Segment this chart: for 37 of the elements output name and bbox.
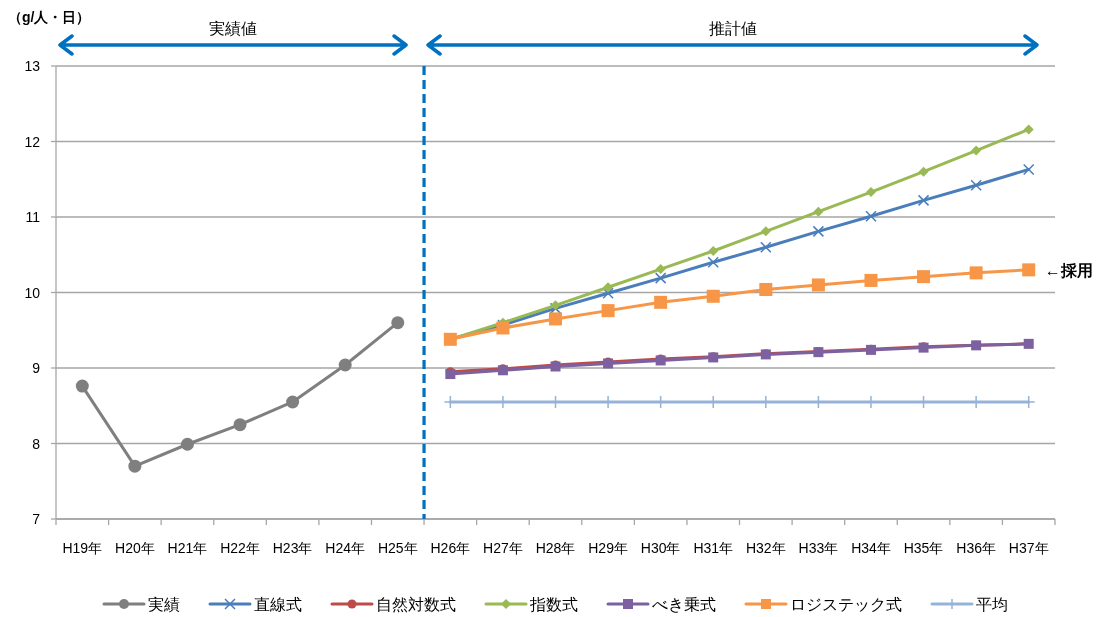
x-tick-label: H25年 xyxy=(377,540,418,556)
x-tick-label: H23年 xyxy=(272,540,313,556)
legend-label: 平均 xyxy=(976,596,1008,613)
y-tick-label: 10 xyxy=(24,284,41,301)
x-tick-label: H37年 xyxy=(1008,540,1049,556)
x-tick-label: H32年 xyxy=(745,540,786,556)
y-tick-label: 12 xyxy=(24,133,41,150)
x-tick-label: H27年 xyxy=(483,540,523,556)
x-tick-label: H20年 xyxy=(115,540,155,556)
legend-label: 実績 xyxy=(148,596,180,613)
x-tick-label: H26年 xyxy=(430,540,471,556)
legend-label: 直線式 xyxy=(254,596,302,613)
x-tick-label: H29年 xyxy=(588,540,628,556)
y-tick-label: 7 xyxy=(32,511,41,527)
legend-label: 指数式 xyxy=(529,596,578,613)
annotation: ←採用 xyxy=(1044,261,1093,279)
x-tick-label: H34年 xyxy=(851,540,891,556)
legend-label: 自然対数式 xyxy=(376,596,456,613)
x-tick-label: H33年 xyxy=(798,540,839,556)
x-tick-label: H19年 xyxy=(62,540,103,556)
y-tick-label: 13 xyxy=(24,58,41,74)
legend-label: ロジステック式 xyxy=(790,596,902,613)
x-tick-label: H30年 xyxy=(640,540,681,556)
x-tick-label: H24年 xyxy=(325,540,366,556)
x-tick-label: H28年 xyxy=(535,540,576,556)
y-axis-title: （g/人・日） xyxy=(8,9,91,25)
legend-label: べき乗式 xyxy=(652,596,716,613)
y-tick-label: 9 xyxy=(32,360,41,376)
x-tick-label: H21年 xyxy=(167,540,208,556)
y-tick-label: 8 xyxy=(32,435,41,452)
annotation: 実績値 xyxy=(209,20,258,37)
annotation: 推計値 xyxy=(708,20,757,37)
x-tick-label: H31年 xyxy=(693,540,734,556)
y-tick-label: 11 xyxy=(25,209,41,225)
x-tick-label: H35年 xyxy=(903,540,944,556)
x-tick-label: H22年 xyxy=(220,540,260,556)
x-tick-label: H36年 xyxy=(956,540,996,556)
